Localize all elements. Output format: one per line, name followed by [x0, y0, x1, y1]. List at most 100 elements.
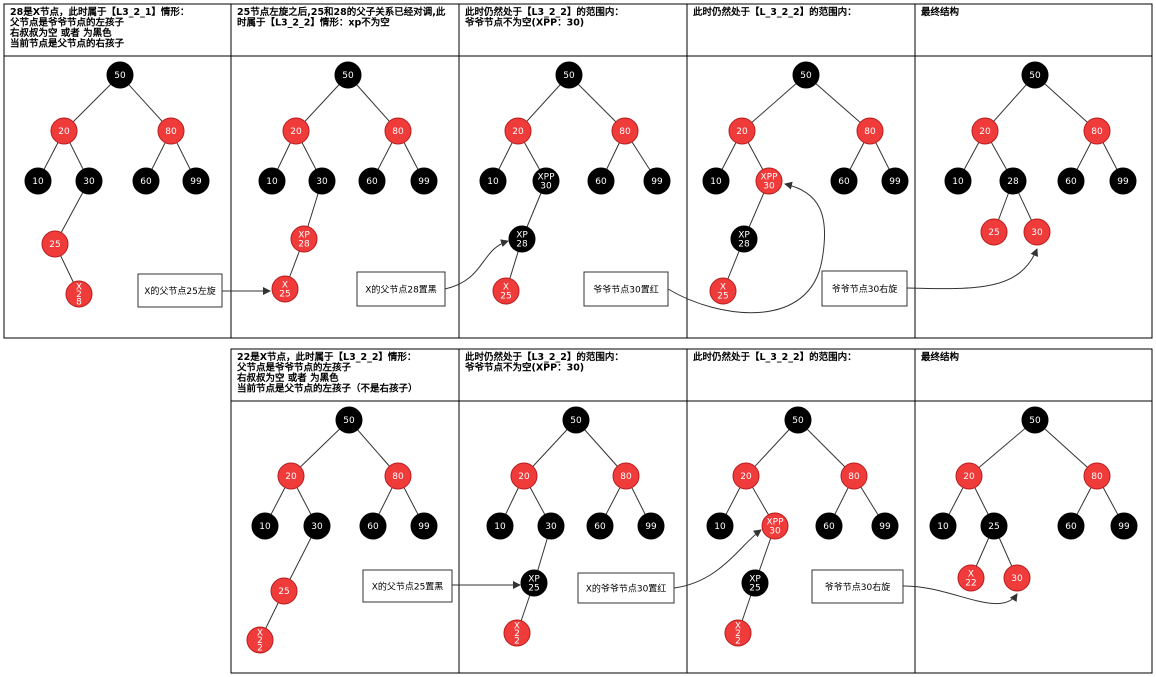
- r1-annotation-box-4-label: 爷爷节点30右旋: [832, 283, 897, 295]
- svg-text:60: 60: [1065, 522, 1077, 532]
- r2p4-node-10: 10: [929, 512, 957, 540]
- r2p3-node-20: 20: [732, 462, 760, 490]
- r2p2-node-x22: X22: [503, 619, 531, 647]
- r1p5-node-60: 60: [1057, 167, 1085, 195]
- svg-text:10: 10: [494, 522, 506, 532]
- r1p5-node-10: 10: [944, 167, 972, 195]
- r1p1-node-50: 50: [106, 61, 134, 89]
- r1p2-node-20: 20: [282, 117, 310, 145]
- svg-text:2: 2: [257, 644, 263, 654]
- r2p1-node-10: 10: [251, 512, 279, 540]
- svg-text:99: 99: [879, 522, 891, 532]
- svg-text:99: 99: [645, 522, 657, 532]
- r1p1-node-80: 80: [157, 117, 185, 145]
- r2p2-node-20: 20: [510, 462, 538, 490]
- r1p1-node-x28: X28: [65, 280, 93, 308]
- svg-text:10: 10: [32, 177, 44, 187]
- r1p4-node-20: 20: [728, 117, 756, 145]
- r2p1-node-80: 80: [384, 462, 412, 490]
- svg-text:X: X: [968, 570, 974, 580]
- svg-text:30: 30: [769, 527, 781, 537]
- r1-arrow-4: [906, 248, 1039, 290]
- r1p1-node-10: 10: [24, 167, 52, 195]
- row1-panel-1-header-line-2: 父节点是爷爷节点的左孩子: [9, 17, 125, 29]
- svg-text:99: 99: [889, 177, 901, 187]
- svg-text:X: X: [735, 622, 741, 632]
- svg-text:28: 28: [298, 240, 310, 250]
- r1p4-node-99: 99: [881, 167, 909, 195]
- row2-panel-2-header-line-2: 爷爷节点不为空(XPP：30): [464, 362, 584, 374]
- r2-annotation-box-3-label: 爷爷节点30右旋: [825, 581, 890, 593]
- r2p1-node-20: 20: [277, 462, 305, 490]
- svg-text:25: 25: [279, 290, 290, 300]
- svg-text:30: 30: [83, 177, 95, 187]
- r1-annotation-box-3-label: 爷爷节点30置红: [593, 284, 658, 296]
- row2-panel-2: [458, 348, 688, 674]
- svg-text:10: 10: [710, 177, 722, 187]
- r1p4-node-60: 60: [830, 167, 858, 195]
- svg-text:25: 25: [988, 228, 999, 238]
- svg-text:80: 80: [1091, 472, 1103, 482]
- r2-annotation-box-1: X的父节点25置黑: [362, 569, 453, 603]
- r2-arrow-3: [902, 585, 1018, 605]
- svg-text:X: X: [720, 283, 726, 293]
- svg-text:30: 30: [311, 522, 323, 532]
- svg-text:60: 60: [367, 522, 379, 532]
- r2p2-node-60: 60: [586, 512, 614, 540]
- r1p5-node-30: 30: [1023, 218, 1051, 246]
- svg-text:99: 99: [418, 177, 430, 187]
- r1-annotation-box-1-label: X的父节点25左旋: [144, 285, 216, 297]
- svg-text:80: 80: [392, 472, 404, 482]
- r2p1-node-25: 25: [270, 577, 298, 605]
- r1-annotation-box-4: 爷爷节点30右旋: [821, 270, 908, 307]
- r1p3-node-10: 10: [479, 167, 507, 195]
- row1-panel-1-header-line-4: 当前节点是父节点的右孩子: [10, 38, 125, 50]
- r2p3-node-50: 50: [784, 406, 812, 434]
- r1p5-edge-50-80: [1034, 74, 1098, 132]
- svg-text:2: 2: [76, 290, 82, 300]
- svg-text:10: 10: [487, 177, 499, 187]
- r1p4-node-50: 50: [792, 61, 820, 89]
- svg-text:X: X: [76, 283, 82, 293]
- svg-text:20: 20: [963, 472, 975, 482]
- r1p4-edge-50-80: [805, 74, 871, 132]
- svg-text:8: 8: [76, 298, 82, 308]
- svg-text:25: 25: [749, 584, 760, 594]
- r2-annotation-box-1-label: X的父节点25置黑: [372, 581, 444, 593]
- r2p2-node-80: 80: [612, 462, 640, 490]
- svg-text:80: 80: [165, 127, 177, 137]
- r2p1-node-99: 99: [410, 512, 438, 540]
- svg-text:2: 2: [514, 637, 520, 647]
- svg-text:60: 60: [366, 177, 378, 187]
- r2p3-node-80: 80: [840, 462, 868, 490]
- svg-text:28: 28: [1007, 177, 1019, 187]
- svg-text:10: 10: [937, 522, 949, 532]
- row2-panel-3-header-line-1: 此时仍然处于【L_3_2_2】的范围内：: [693, 351, 857, 363]
- r2p4-node-30: 30: [1003, 564, 1031, 592]
- r1-arrow-3: [667, 181, 826, 314]
- row1-panel-1-header-line-1: 28是X节点，此时属于【L3_2_1】情形：: [10, 6, 189, 18]
- svg-text:22: 22: [965, 579, 976, 589]
- svg-text:50: 50: [1029, 416, 1041, 426]
- row1-panel-2-header-line-2: 时属于【L3_2_2】情形：xp不为空: [237, 17, 390, 29]
- r1p3-node-20: 20: [504, 117, 532, 145]
- svg-text:80: 80: [619, 127, 631, 137]
- svg-text:X: X: [257, 629, 263, 639]
- row2-panel-1: [230, 348, 460, 674]
- r2p3-node-60: 60: [815, 512, 843, 540]
- svg-text:80: 80: [1091, 127, 1103, 137]
- svg-text:25: 25: [49, 240, 60, 250]
- svg-text:30: 30: [540, 182, 552, 192]
- svg-text:XPP: XPP: [766, 518, 784, 528]
- r2p2-node-mid: 30: [537, 512, 565, 540]
- r1p3-node-80: 80: [611, 117, 639, 145]
- r2-arrow-2: [673, 529, 762, 589]
- row1-panel-5-header-line-1: 最终结构: [921, 6, 960, 18]
- row2-panel-4: [914, 348, 1153, 674]
